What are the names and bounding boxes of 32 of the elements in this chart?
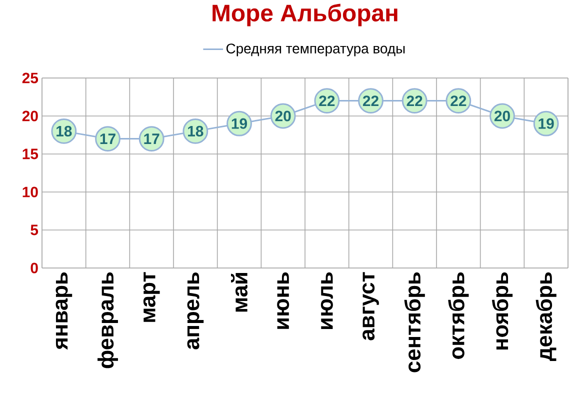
x-tick-label: январь (56, 272, 72, 350)
x-tick-label: июнь (277, 272, 290, 329)
data-label: 22 (406, 96, 422, 106)
x-tick-label: май (230, 273, 248, 312)
y-tick-label: 20 (22, 110, 38, 122)
data-label: 18 (56, 126, 72, 136)
data-label: 20 (275, 110, 291, 122)
x-tick-label: март (143, 272, 160, 322)
data-label: 19 (538, 118, 554, 129)
data-label: 19 (232, 118, 247, 129)
chart-title: Море Альборан (212, 4, 398, 26)
data-label: 17 (100, 134, 116, 144)
x-tick-label: сентябрь (404, 272, 425, 372)
x-tick-label: ноябрь (492, 272, 513, 350)
y-tick-label: 0 (30, 262, 38, 274)
x-tick-label: февраль (98, 272, 118, 368)
legend-label: Средняя температура воды (226, 44, 405, 56)
data-label: 22 (450, 96, 466, 106)
y-tick-label: 10 (22, 186, 38, 198)
data-label: 17 (144, 134, 160, 144)
x-tick-label: август (362, 272, 379, 340)
data-label: 18 (188, 126, 204, 136)
x-tick-label: декабрь (536, 272, 556, 362)
data-label: 22 (319, 96, 335, 106)
data-label: 20 (494, 110, 510, 122)
x-tick-label: июль (320, 272, 333, 330)
x-tick-label: октябрь (448, 272, 469, 359)
data-label: 22 (362, 96, 378, 106)
x-tick-label: апрель (187, 272, 204, 350)
y-tick-label: 15 (22, 148, 38, 160)
y-tick-label: 5 (30, 224, 38, 236)
y-tick-label: 25 (22, 72, 38, 84)
